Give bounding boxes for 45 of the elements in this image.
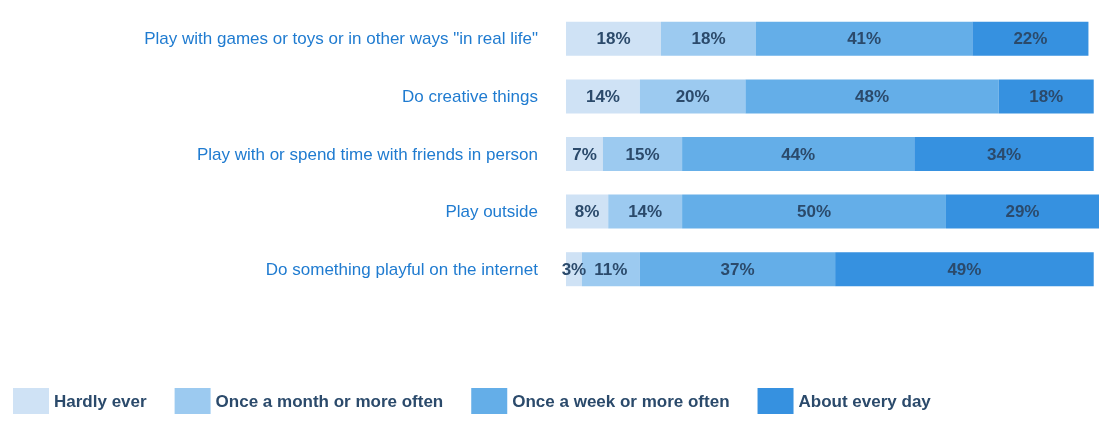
bar — [972, 21, 1089, 56]
bar — [682, 194, 946, 229]
bar — [566, 21, 661, 56]
bar — [602, 137, 683, 171]
legend-label: Once a week or more often — [512, 391, 730, 411]
bar — [835, 252, 1094, 287]
data-label: 50% — [797, 202, 832, 222]
y-tick-label: Play with or spend time with friends in person — [196, 144, 538, 164]
data-label: 41% — [847, 29, 882, 49]
data-label: 20% — [675, 86, 710, 106]
data-label: 48% — [855, 86, 890, 106]
legend-label: Once a month or more often — [215, 391, 444, 411]
bar — [639, 79, 746, 114]
bar — [660, 21, 756, 56]
data-label: 14% — [585, 86, 620, 106]
bar — [998, 79, 1094, 114]
bar — [608, 194, 683, 229]
data-label: 34% — [986, 144, 1022, 164]
data-label: 8% — [574, 202, 600, 222]
data-label: 18% — [691, 29, 726, 49]
data-label: 3% — [561, 259, 587, 279]
legend-label: Hardly ever — [54, 391, 147, 411]
data-label: 7% — [572, 144, 597, 164]
bar — [682, 137, 915, 171]
data-label: 37% — [720, 259, 755, 279]
data-label: 14% — [628, 202, 663, 222]
bar — [745, 79, 999, 114]
data-label: 18% — [1029, 86, 1064, 106]
data-label: 49% — [947, 259, 982, 279]
data-label: 18% — [596, 29, 631, 49]
data-label: 11% — [594, 259, 628, 279]
bar — [566, 79, 640, 114]
bar — [914, 137, 1094, 171]
legend-label: About every day — [798, 391, 932, 411]
y-tick-label: Do creative things — [401, 86, 538, 106]
bar — [639, 252, 836, 287]
data-label: 44% — [781, 144, 816, 164]
data-label: 29% — [1005, 202, 1040, 222]
y-tick-label: Play outside — [445, 202, 538, 222]
data-label: 15% — [625, 144, 660, 164]
y-tick-label: Do something playful on the internet — [265, 259, 539, 279]
data-label: 22% — [1013, 29, 1048, 49]
y-tick-label: Play with games or toys or in other ways "in real life" — [144, 29, 538, 49]
bar — [945, 194, 1099, 229]
bar — [755, 21, 973, 56]
